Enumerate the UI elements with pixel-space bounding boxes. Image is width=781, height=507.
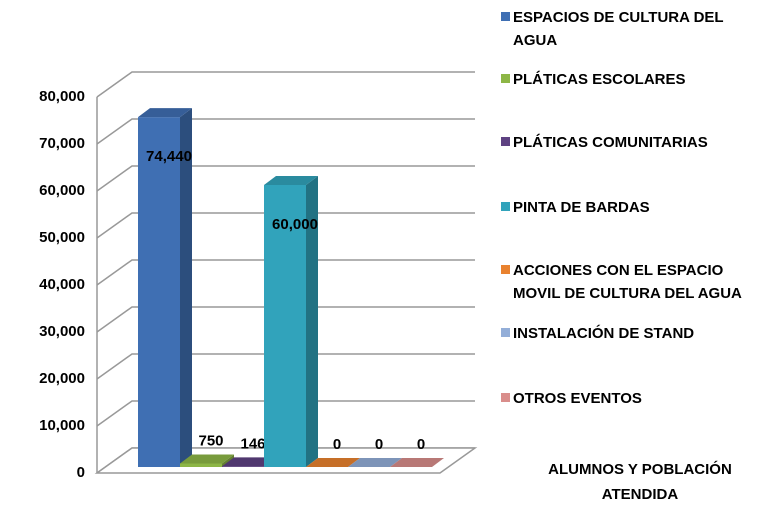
- legend-label: PLÁTICAS ESCOLARES: [513, 71, 686, 88]
- bar-top: [222, 457, 276, 467]
- bar: [180, 454, 234, 467]
- bar: [348, 458, 402, 467]
- y-tick-label: 30,000: [39, 323, 85, 340]
- data-label: 60,000: [272, 216, 318, 233]
- legend-swatch: [501, 137, 510, 146]
- bar-front: [264, 185, 306, 467]
- bar-side: [180, 108, 192, 467]
- legend-label: PINTA DE BARDAS: [513, 199, 650, 216]
- legend-label: ACCIONES CON EL ESPACIO MOVIL DE CULTURA…: [513, 262, 742, 302]
- y-tick-label: 60,000: [39, 182, 85, 199]
- legend-entry: INSTALACIÓN DE STAND: [501, 322, 766, 345]
- grid-line: [96, 71, 475, 98]
- y-tick-label: 80,000: [39, 88, 85, 105]
- y-tick-label: 40,000: [39, 276, 85, 293]
- grid-line: [96, 165, 475, 192]
- legend-entry: OTROS EVENTOS: [501, 387, 766, 410]
- legend-label: ESPACIOS DE CULTURA DEL AGUA: [513, 9, 724, 49]
- legend-label: INSTALACIÓN DE STAND: [513, 325, 695, 342]
- data-label: 750: [198, 432, 223, 449]
- legend-swatch: [501, 12, 510, 21]
- bar: [390, 458, 444, 467]
- bar: [264, 176, 318, 467]
- legend-swatch: [501, 202, 510, 211]
- bar-front: [222, 466, 264, 467]
- y-tick-label: 20,000: [39, 370, 85, 387]
- legend-entry: PLÁTICAS ESCOLARES: [501, 68, 766, 91]
- bar-top: [348, 458, 402, 467]
- data-label: 74,440: [146, 148, 192, 165]
- legend-swatch: [501, 328, 510, 337]
- y-tick-label: 0: [77, 464, 85, 481]
- legend-label: OTROS EVENTOS: [513, 390, 642, 407]
- grid-line: [96, 400, 475, 427]
- bar-front: [138, 117, 180, 467]
- bar-top: [264, 176, 318, 185]
- data-label: 0: [375, 436, 383, 453]
- grid-line: [96, 212, 475, 239]
- bar: [138, 108, 192, 467]
- bar-side: [306, 176, 318, 467]
- grid-line: [96, 118, 475, 145]
- legend-entry: PLÁTICAS COMUNITARIAS: [501, 131, 766, 154]
- data-label: 146: [240, 435, 265, 452]
- data-label: 0: [417, 436, 425, 453]
- bar-top: [390, 458, 444, 467]
- legend-label: PLÁTICAS COMUNITARIAS: [513, 134, 708, 151]
- bar-top: [306, 458, 360, 467]
- category-label: ALUMNOS Y POBLACIÓN ATENDIDA: [548, 461, 732, 503]
- bar: [306, 458, 360, 467]
- legend-swatch: [501, 74, 510, 83]
- legend-entry: ESPACIOS DE CULTURA DEL AGUA: [501, 6, 766, 52]
- bar-top: [180, 454, 234, 464]
- grid-line: [96, 306, 475, 333]
- y-tick-label: 10,000: [39, 417, 85, 434]
- grid-line: [96, 353, 475, 380]
- legend-entry: PINTA DE BARDAS: [501, 196, 766, 219]
- legend-entry: ACCIONES CON EL ESPACIO MOVIL DE CULTURA…: [501, 259, 766, 305]
- data-label: 0: [333, 436, 341, 453]
- grid-line: [96, 259, 475, 286]
- legend-swatch: [501, 393, 510, 402]
- y-tick-label: 70,000: [39, 135, 85, 152]
- legend-swatch: [501, 265, 510, 274]
- bar-top: [138, 108, 192, 118]
- bar-side: [222, 454, 234, 467]
- y-tick-label: 50,000: [39, 229, 85, 246]
- bar-front: [180, 463, 222, 467]
